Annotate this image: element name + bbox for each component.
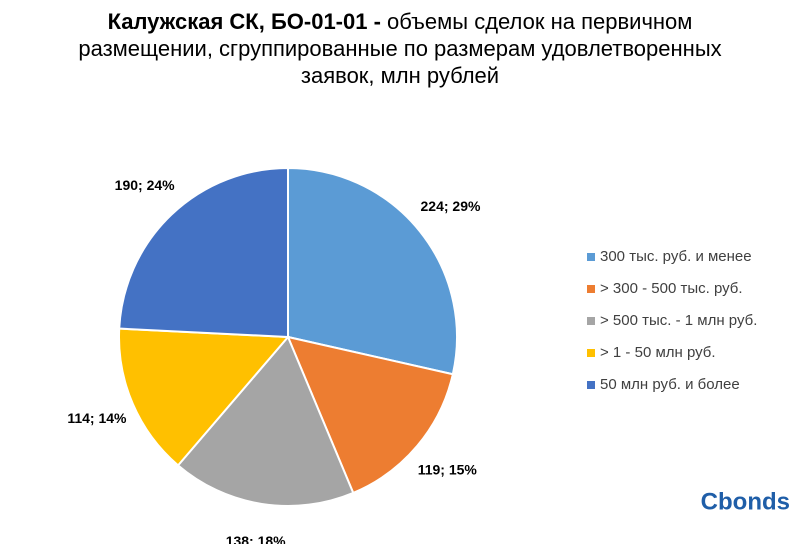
pie-slice <box>286 335 455 495</box>
pie-slice <box>118 166 289 339</box>
chart-title: Калужская СК, БО-01-01 - объемы сделок н… <box>60 8 740 89</box>
data-label: 114; 14% <box>67 410 127 426</box>
legend-label: 300 тыс. руб. и менее <box>600 248 752 265</box>
legend-swatch <box>587 285 595 293</box>
data-label: 119; 15% <box>418 461 478 477</box>
legend-swatch <box>587 317 595 325</box>
pie-slice <box>287 166 458 376</box>
legend-label: > 300 - 500 тыс. руб. <box>600 280 743 297</box>
data-label: 190; 24% <box>115 177 175 193</box>
logo: Cbonds <box>701 488 790 515</box>
title-bold: Калужская СК, БО-01-01 - <box>107 9 381 34</box>
data-label: 224; 29% <box>421 198 481 214</box>
title-rest: объемы сделок на первичном размещении, с… <box>78 9 722 88</box>
data-label: 138; 18% <box>226 533 286 544</box>
legend-label: 50 млн руб. и более <box>600 376 740 393</box>
legend-swatch <box>587 349 595 357</box>
pie-slice <box>118 327 291 467</box>
legend-swatch <box>587 381 595 389</box>
pie-slice <box>176 335 355 507</box>
legend-label: > 500 тыс. - 1 млн руб. <box>600 312 757 329</box>
legend-swatch <box>587 253 595 261</box>
legend-label: > 1 - 50 млн руб. <box>600 344 716 361</box>
